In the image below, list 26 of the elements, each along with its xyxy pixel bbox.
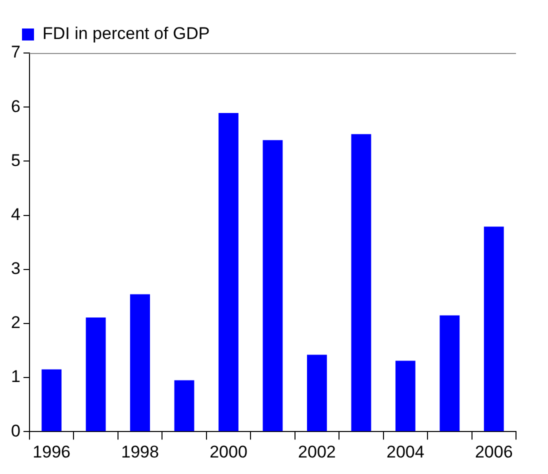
x-tick-label: 1996 xyxy=(32,442,70,462)
y-tick-label: 1 xyxy=(10,367,20,386)
bar xyxy=(262,140,283,432)
bar xyxy=(440,315,460,432)
bar xyxy=(174,380,194,432)
y-tick-label: 2 xyxy=(10,313,20,332)
x-tick-label: 2000 xyxy=(210,442,248,462)
bar xyxy=(351,134,372,432)
x-tick-label: 2004 xyxy=(386,442,424,462)
y-tick-label: 3 xyxy=(10,259,20,278)
y-tick-label: 5 xyxy=(10,150,20,170)
y-tick-label: 4 xyxy=(10,204,20,224)
legend-label: FDI in percent of GDP xyxy=(42,24,210,44)
bar xyxy=(484,226,504,432)
y-tick-label: 6 xyxy=(10,96,20,116)
x-tick-label: 1998 xyxy=(121,442,159,462)
x-tick-label: 2002 xyxy=(298,442,336,462)
bar xyxy=(86,317,106,432)
y-tick-label: 0 xyxy=(10,421,20,440)
x-tick-label: 2006 xyxy=(474,442,513,462)
bar xyxy=(130,294,150,432)
y-tick-label: 7 xyxy=(10,42,20,62)
bar xyxy=(42,369,62,432)
bar xyxy=(395,360,416,432)
bar xyxy=(307,354,327,432)
bar xyxy=(218,113,238,432)
